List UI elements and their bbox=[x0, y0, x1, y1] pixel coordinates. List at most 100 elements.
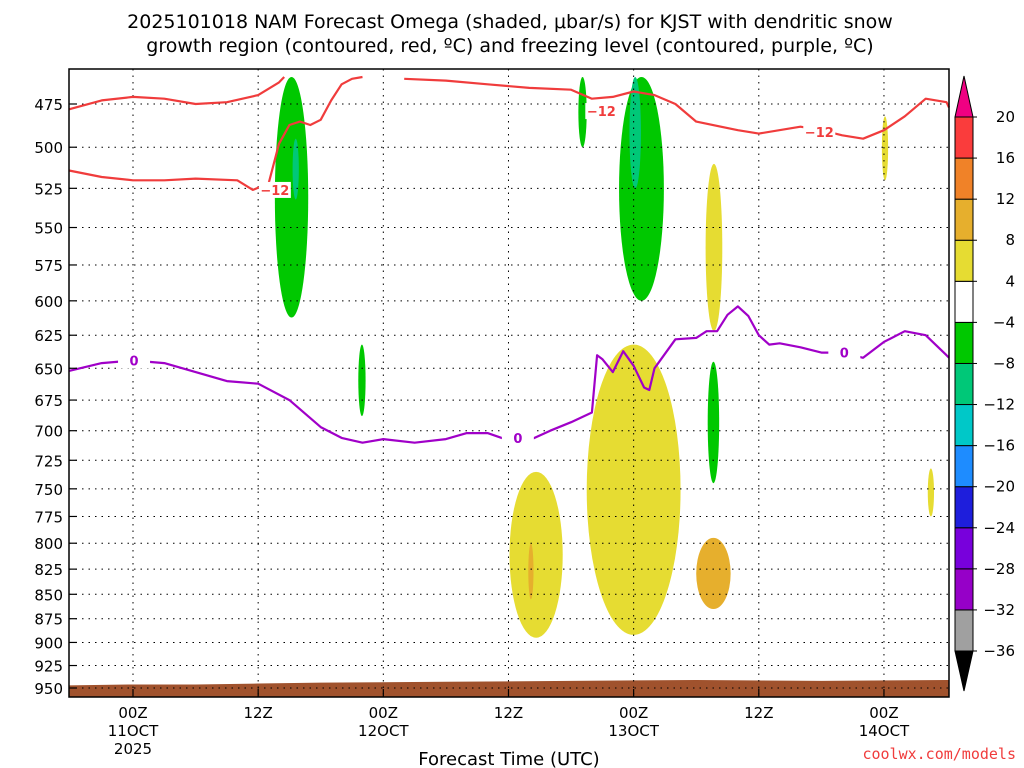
colorbar-segment-6 bbox=[954, 362, 974, 406]
y-tick-label-5: 600 bbox=[34, 293, 63, 311]
x-tick-label-6-0: 00Z bbox=[869, 704, 898, 722]
y-tick-label-18: 925 bbox=[34, 658, 63, 676]
colorbar-label-9: 4 bbox=[1005, 272, 1015, 290]
y-tick-label-10: 725 bbox=[34, 452, 63, 470]
colorbar-segment-4 bbox=[954, 445, 974, 488]
colorbar-segment-9 bbox=[954, 239, 974, 282]
colorbar-under-triangle bbox=[954, 650, 974, 692]
colorbar-segment-7 bbox=[954, 321, 974, 364]
x-tick-label-4-1: 13OCT bbox=[608, 722, 659, 740]
y-tick-label-13: 800 bbox=[34, 535, 63, 553]
y-tick-label-16: 875 bbox=[34, 611, 63, 629]
colorbar-label-0: −36 bbox=[983, 642, 1015, 660]
omega-region-5 bbox=[629, 76, 641, 189]
y-tick-label-19: 950 bbox=[34, 680, 63, 698]
y-tick-label-1: 500 bbox=[34, 139, 63, 157]
colorbar-label-10: 8 bbox=[1005, 231, 1015, 249]
y-tick-label-4: 575 bbox=[34, 257, 63, 275]
x-tick-label-5-0: 12Z bbox=[744, 704, 773, 722]
x-tick-label-0-1: 11OCT bbox=[108, 722, 159, 740]
contour-line-0-1 bbox=[68, 75, 363, 191]
x-tick-label-2-1: 12OCT bbox=[358, 722, 409, 740]
y-tick-label-2: 525 bbox=[34, 180, 63, 198]
grid-lines bbox=[69, 69, 949, 697]
x-tick-label-6-1: 14OCT bbox=[859, 722, 910, 740]
colorbar-label-12: 16 bbox=[996, 149, 1015, 167]
x-tick-label-1-0: 12Z bbox=[243, 704, 272, 722]
y-tick-label-17: 900 bbox=[34, 634, 63, 652]
y-tick-label-8: 675 bbox=[34, 392, 63, 410]
contour-label-4: 0 bbox=[513, 432, 522, 447]
colorbar-segment-5 bbox=[954, 404, 974, 447]
omega-region-7 bbox=[705, 163, 723, 332]
colorbar-label-1: −32 bbox=[983, 601, 1015, 619]
colorbar-label-2: −28 bbox=[983, 560, 1015, 578]
credit-text: coolwx.com/models bbox=[862, 745, 1016, 763]
colorbar-segment-12 bbox=[954, 116, 974, 159]
y-tick-label-12: 775 bbox=[34, 508, 63, 526]
colorbar-label-3: −24 bbox=[983, 519, 1015, 537]
contour-label-3: 0 bbox=[130, 354, 139, 369]
contour-label-5: 0 bbox=[840, 347, 849, 362]
omega-region-10 bbox=[696, 537, 731, 610]
x-tick-label-4-0: 00Z bbox=[619, 704, 648, 722]
y-tick-label-15: 850 bbox=[34, 586, 63, 604]
x-axis-label: Forecast Time (UTC) bbox=[418, 749, 599, 768]
y-tick-label-0: 475 bbox=[34, 96, 63, 114]
colorbar-segment-10 bbox=[954, 198, 974, 241]
contour-labels: −12 −12 −12 0 0 0 bbox=[118, 103, 861, 447]
omega-region-1 bbox=[292, 138, 299, 200]
contour-label-bg-4 bbox=[501, 429, 534, 446]
y-tick-label-9: 700 bbox=[34, 423, 63, 441]
contour-line-0-0 bbox=[68, 76, 285, 111]
colorbar-label-6: −12 bbox=[983, 396, 1015, 414]
x-tick-label-3-0: 12Z bbox=[494, 704, 523, 722]
colorbar-segment-0 bbox=[954, 609, 974, 652]
y-tick-label-3: 550 bbox=[34, 220, 63, 238]
omega-region-12 bbox=[881, 116, 889, 181]
omega-region-4 bbox=[619, 76, 664, 301]
chart-title-line-1: 2025101018 NAM Forecast Omega (shaded, μ… bbox=[127, 11, 893, 33]
contour-label-bg-0 bbox=[258, 181, 291, 198]
y-tick-label-6: 625 bbox=[34, 327, 63, 345]
omega-region-9 bbox=[586, 344, 681, 635]
omega-region-8 bbox=[509, 471, 563, 638]
colorbar-segment-11 bbox=[954, 157, 974, 200]
x-tick-label-0-0: 00Z bbox=[118, 704, 147, 722]
colorbar-segment-1 bbox=[954, 568, 974, 611]
colorbar-label-13: 20 bbox=[996, 108, 1015, 126]
chart-title-line-2: growth region (contoured, red, ºC) and f… bbox=[146, 35, 873, 57]
contour-label-bg-5 bbox=[828, 344, 861, 361]
contour-label-1: −12 bbox=[587, 105, 616, 120]
contour-line-1-0 bbox=[68, 305, 950, 444]
colorbar-label-4: −20 bbox=[983, 478, 1015, 496]
colorbar-segment-2 bbox=[954, 527, 974, 570]
colorbar-segment-8 bbox=[954, 280, 974, 323]
contour-label-2: −12 bbox=[805, 126, 834, 141]
omega-shading bbox=[274, 76, 935, 638]
colorbar-segment-3 bbox=[954, 486, 974, 529]
omega-region-2 bbox=[358, 344, 366, 417]
contour-label-bg-2 bbox=[803, 123, 836, 140]
y-tick-label-11: 750 bbox=[34, 481, 63, 499]
x-tick-label-2-0: 00Z bbox=[369, 704, 398, 722]
contour-lines bbox=[68, 75, 950, 444]
contour-label-0: −12 bbox=[260, 184, 289, 199]
y-axis-ticks: 475 500 525 550 575 600 625 650 675 700 725 750 775 8… bbox=[34, 96, 77, 698]
colorbar-label-5: −16 bbox=[983, 437, 1015, 455]
terrain-fill bbox=[69, 679, 949, 697]
x-tick-label-0-2: 2025 bbox=[114, 740, 152, 758]
omega-region-11 bbox=[528, 543, 534, 600]
omega-region-13 bbox=[927, 468, 935, 517]
y-tick-label-14: 825 bbox=[34, 561, 63, 579]
y-tick-label-7: 650 bbox=[34, 360, 63, 378]
terrain-area bbox=[69, 679, 949, 697]
colorbar: −36 −32 −28 −24 −20 −16 −12 −8 −4 4 8 12 16 20 bbox=[954, 75, 1015, 692]
contour-label-bg-1 bbox=[585, 103, 618, 120]
colorbar-label-7: −8 bbox=[993, 354, 1015, 372]
colorbar-over-triangle bbox=[954, 75, 974, 118]
plot-frame bbox=[68, 68, 950, 698]
colorbar-label-11: 12 bbox=[996, 190, 1015, 208]
